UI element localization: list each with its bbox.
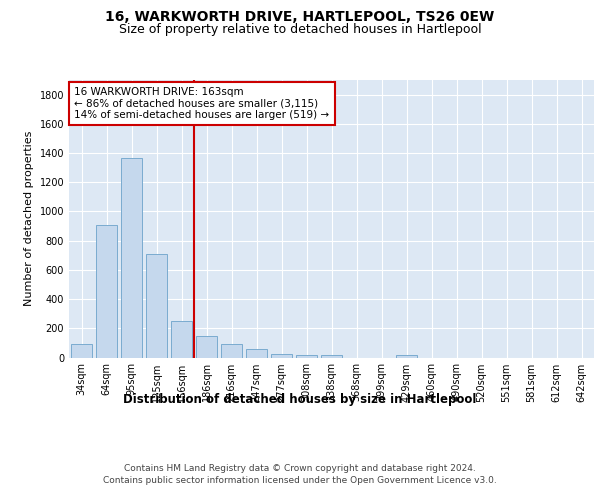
Bar <box>121 158 142 358</box>
Y-axis label: Number of detached properties: Number of detached properties <box>24 131 34 306</box>
Bar <box>246 350 267 358</box>
Text: Contains public sector information licensed under the Open Government Licence v3: Contains public sector information licen… <box>103 476 497 485</box>
Bar <box>296 354 317 358</box>
Text: Contains HM Land Registry data © Crown copyright and database right 2024.: Contains HM Land Registry data © Crown c… <box>124 464 476 473</box>
Bar <box>271 354 292 358</box>
Bar <box>146 254 167 358</box>
Text: 16 WARKWORTH DRIVE: 163sqm
← 86% of detached houses are smaller (3,115)
14% of s: 16 WARKWORTH DRIVE: 163sqm ← 86% of deta… <box>74 87 329 120</box>
Bar <box>321 356 342 358</box>
Text: Distribution of detached houses by size in Hartlepool: Distribution of detached houses by size … <box>124 392 476 406</box>
Text: 16, WARKWORTH DRIVE, HARTLEPOOL, TS26 0EW: 16, WARKWORTH DRIVE, HARTLEPOOL, TS26 0E… <box>106 10 494 24</box>
Text: Size of property relative to detached houses in Hartlepool: Size of property relative to detached ho… <box>119 22 481 36</box>
Bar <box>221 344 242 357</box>
Bar <box>396 354 417 358</box>
Bar <box>171 321 192 358</box>
Bar <box>196 336 217 357</box>
Bar <box>71 344 92 357</box>
Bar <box>96 224 117 358</box>
